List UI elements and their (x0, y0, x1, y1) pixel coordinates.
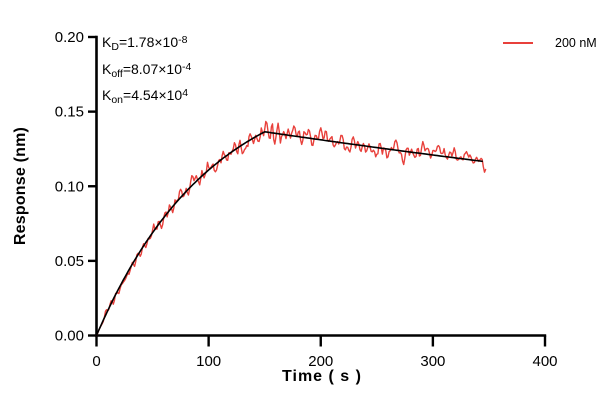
y-axis-title: Response (nm) (12, 126, 29, 246)
koff-base: K (102, 60, 112, 77)
y-tick-label: 0.15 (55, 104, 84, 121)
y-tick-label: 0.00 (55, 328, 84, 345)
x-tick-label: 100 (196, 353, 221, 370)
kd-value: KD=1.78×10-8 (102, 31, 191, 58)
x-tick-label: 200 (308, 353, 333, 370)
kon-rest: =4.54×10 (123, 87, 183, 103)
x-tick-label: 400 (532, 353, 557, 370)
kd-sub: D (111, 41, 119, 53)
y-tick-label: 0.05 (55, 253, 84, 270)
kon-base: K (102, 87, 112, 103)
koff-rest: =8.07×10 (122, 60, 182, 77)
legend-line-swatch (503, 42, 533, 44)
legend-label: 200 nM (555, 36, 597, 50)
kd-rest: =1.78×10 (118, 34, 179, 50)
kd-exp: -8 (178, 34, 188, 46)
kd-base: K (102, 34, 112, 50)
koff-value: Koff=8.07×10-4 (102, 58, 191, 85)
kon-value: Kon=4.54×104 (102, 84, 191, 111)
kinetic-constants: KD=1.78×10-8 Koff=8.07×10-4 Kon=4.54×104 (102, 31, 191, 111)
x-tick-label: 300 (420, 353, 445, 370)
koff-sub: off (111, 67, 123, 80)
x-tick-label: 0 (92, 353, 100, 370)
x-axis-title: Time ( s ) (282, 368, 362, 385)
legend: 200 nM (503, 35, 597, 51)
kon-sub: on (111, 94, 124, 106)
y-tick-label: 0.10 (55, 178, 84, 195)
y-tick-label: 0.20 (55, 29, 84, 46)
fitted-curve (95, 131, 484, 337)
kon-exp: 4 (182, 87, 189, 99)
koff-exp: -4 (182, 60, 192, 73)
